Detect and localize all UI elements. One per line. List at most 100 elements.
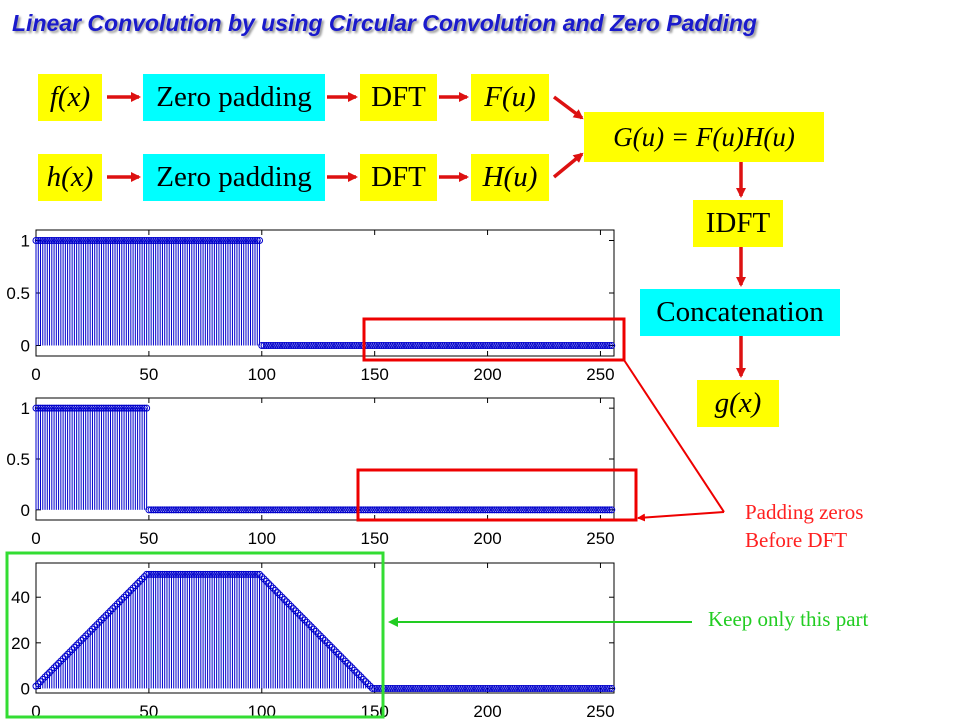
- y-tick-label: 40: [11, 588, 30, 607]
- stem-marker: [289, 605, 297, 613]
- stem-marker: [204, 570, 212, 578]
- stem-marker: [599, 506, 607, 514]
- stem-marker: [592, 342, 600, 349]
- stem-marker: [384, 684, 392, 692]
- stem-marker: [170, 506, 178, 514]
- y-tick-label: 1: [21, 232, 30, 251]
- stem-marker: [332, 648, 340, 656]
- stem-marker: [190, 237, 198, 244]
- stem-marker: [380, 342, 388, 349]
- stem-marker: [265, 342, 273, 349]
- stem-marker: [605, 342, 613, 349]
- stem-marker: [246, 570, 254, 578]
- stem-marker: [508, 684, 516, 692]
- stem-marker: [161, 570, 169, 578]
- stem-marker: [389, 342, 397, 349]
- stem-marker: [357, 673, 365, 681]
- stem-marker: [335, 342, 343, 349]
- stem-marker: [576, 684, 584, 692]
- stem-marker: [585, 684, 593, 692]
- stem-marker: [140, 404, 148, 412]
- stem-marker: [292, 607, 300, 615]
- stem-marker: [596, 684, 604, 692]
- stem-marker: [459, 342, 467, 349]
- stem-marker: [125, 404, 133, 412]
- stem-marker: [292, 342, 300, 349]
- stem-marker: [594, 506, 602, 514]
- stem-marker: [84, 237, 92, 244]
- stem-marker: [515, 342, 523, 349]
- stem-marker: [488, 506, 496, 514]
- fx-box: f(x): [38, 74, 102, 121]
- stem-marker: [197, 506, 205, 514]
- stem-marker: [262, 342, 270, 349]
- stem-marker: [506, 506, 514, 514]
- stem-marker: [154, 570, 162, 578]
- stem-marker: [217, 506, 225, 514]
- stem-marker: [79, 634, 87, 642]
- stem-marker: [192, 570, 200, 578]
- stem-marker: [420, 342, 428, 349]
- stem-marker: [484, 684, 492, 692]
- stem-marker: [213, 570, 221, 578]
- stem-marker: [479, 342, 487, 349]
- stem-marker: [307, 342, 315, 349]
- stem-marker: [167, 506, 175, 514]
- stem-marker: [346, 342, 354, 349]
- stem-marker: [499, 506, 507, 514]
- stem-marker: [91, 237, 99, 244]
- stem-marker: [461, 684, 469, 692]
- stem-marker: [341, 506, 349, 514]
- stem-marker: [513, 506, 521, 514]
- stem-marker: [143, 404, 151, 412]
- x-tick-label: 0: [31, 365, 40, 384]
- stem-marker: [603, 684, 611, 692]
- stem-marker: [66, 404, 74, 412]
- stem-marker: [75, 237, 83, 244]
- stem-marker: [113, 600, 121, 608]
- stem-marker: [310, 625, 318, 633]
- stem-marker: [195, 237, 203, 244]
- stem-marker: [301, 506, 309, 514]
- stem-marker: [386, 506, 394, 514]
- stem-marker: [86, 237, 94, 244]
- stem-marker: [517, 342, 525, 349]
- stem-marker: [531, 506, 539, 514]
- stem-marker: [206, 506, 214, 514]
- stem-marker: [405, 684, 413, 692]
- stem-marker: [402, 342, 410, 349]
- x-tick-label: 200: [473, 529, 501, 548]
- stem-marker: [222, 506, 230, 514]
- stem-marker: [599, 342, 607, 349]
- stem-marker: [339, 342, 347, 349]
- stem-marker: [511, 342, 519, 349]
- x-tick-label: 150: [360, 529, 388, 548]
- stem-marker: [526, 342, 534, 349]
- stem-marker: [468, 684, 476, 692]
- stem-marker: [429, 506, 437, 514]
- stem-marker: [104, 404, 112, 412]
- stem-marker: [488, 342, 496, 349]
- stem-marker: [321, 506, 329, 514]
- stem-marker: [100, 614, 108, 622]
- stem-marker: [208, 506, 216, 514]
- gx-box: g(x): [697, 380, 779, 427]
- stem-marker: [463, 342, 471, 349]
- x-tick-label: 250: [586, 529, 614, 548]
- stem-marker: [113, 237, 121, 244]
- stem-marker: [445, 342, 453, 349]
- padding-zeros-note: Padding zeros Before DFT: [745, 498, 863, 554]
- stem-marker: [107, 404, 115, 412]
- stem-marker: [158, 506, 166, 514]
- stem-marker: [260, 575, 268, 583]
- stem-marker: [326, 342, 334, 349]
- stem-marker: [109, 404, 117, 412]
- stem-marker: [475, 506, 483, 514]
- stem-marker: [499, 342, 507, 349]
- stem-marker: [224, 237, 232, 244]
- stem-marker: [125, 237, 133, 244]
- stem-marker: [608, 684, 616, 692]
- stem-marker: [228, 570, 236, 578]
- stem-marker: [321, 342, 329, 349]
- stem-marker: [228, 237, 236, 244]
